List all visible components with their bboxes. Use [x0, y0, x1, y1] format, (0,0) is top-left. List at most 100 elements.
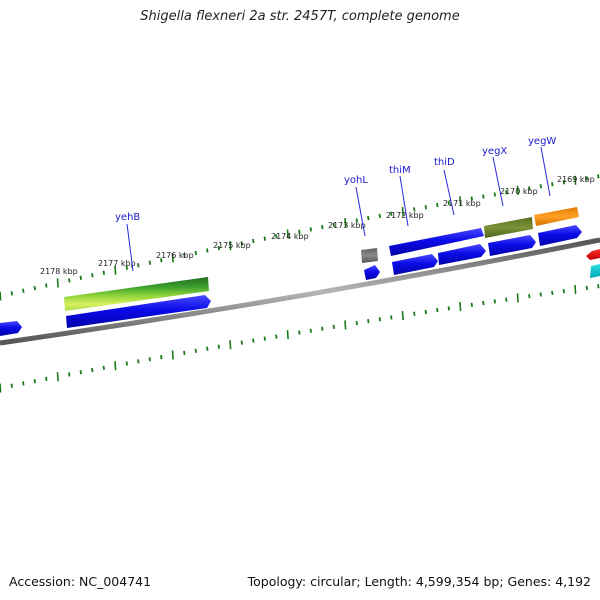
scale-label-2169: 2169 kbp [557, 175, 595, 184]
gene-label-thiD: thiD [434, 157, 455, 168]
gene-arrow-yegW[interactable] [538, 225, 582, 246]
upper-ring-major-tick [114, 265, 117, 275]
leader-yehB [126, 223, 134, 272]
lower-ring-minor-tick [206, 346, 209, 351]
upper-ring-minor-tick [125, 265, 128, 270]
upper-ring-minor-tick [413, 207, 416, 212]
lower-ring-minor-tick [148, 357, 151, 362]
lower-ring-minor-tick [378, 317, 381, 322]
scale-label-2171: 2171 kbp [443, 199, 481, 208]
gene-label-yegX: yegX [482, 146, 507, 157]
upper-ring-minor-tick [470, 196, 473, 201]
gene-arrow-cyan-edge[interactable] [590, 264, 600, 278]
scale-label-2173: 2173 kbp [328, 221, 366, 230]
upper-ring-major-tick [0, 291, 2, 301]
lower-ring-minor-tick [217, 344, 220, 349]
lower-ring-minor-tick [332, 324, 335, 329]
gene-label-yegW: yegW [528, 136, 556, 147]
lower-ring-minor-tick [493, 299, 496, 304]
scale-label-2172: 2172 kbp [386, 211, 424, 220]
lower-ring-major-tick [114, 361, 117, 371]
upper-ring-minor-tick [539, 184, 542, 189]
genome-summary-text: Topology: circular; Length: 4,599,354 bp… [247, 574, 591, 589]
lower-ring-minor-tick [367, 319, 370, 324]
gene-arrow-thiD[interactable] [438, 244, 486, 265]
lower-ring-minor-tick [436, 308, 439, 313]
gene-arrow-thiM-lower[interactable] [392, 254, 438, 275]
upper-ring-minor-tick [585, 176, 588, 181]
upper-ring-minor-tick [275, 234, 278, 239]
lower-ring-major-tick [0, 383, 2, 393]
upper-ring-minor-tick [102, 270, 105, 275]
lower-ring-minor-tick [585, 285, 588, 291]
lower-ring-major-tick [171, 350, 174, 360]
lower-ring-minor-tick [33, 379, 36, 384]
lower-ring-major-tick [286, 330, 289, 340]
lower-ring-minor-tick [413, 311, 416, 316]
lower-ring-minor-tick [252, 338, 255, 343]
lower-ring-minor-tick [125, 361, 128, 366]
upper-ring-minor-tick [263, 236, 266, 241]
feature-bar-yehB-multicolor [64, 277, 209, 311]
lower-ring-minor-tick [528, 294, 531, 299]
gene-arrow-thiM[interactable] [389, 228, 484, 256]
lower-ring-minor-tick [298, 330, 301, 335]
lower-ring-minor-tick [79, 370, 82, 375]
lower-ring-major-tick [344, 320, 347, 330]
upper-ring-major-tick [459, 196, 462, 206]
scale-label-2178: 2178 kbp [40, 267, 78, 276]
lower-ring-minor-tick [137, 359, 140, 364]
lower-ring-minor-tick [22, 381, 25, 386]
lower-ring-minor-tick [10, 383, 13, 388]
leader-thiM [399, 175, 409, 227]
lower-ring-major-tick [459, 302, 462, 312]
gene-arrow-red-edge[interactable] [586, 249, 600, 260]
lower-ring-minor-tick [263, 336, 266, 341]
upper-ring-minor-tick [206, 248, 209, 253]
upper-ring-major-tick [56, 278, 59, 288]
leader-yegX [492, 156, 504, 207]
upper-ring-minor-tick [482, 194, 485, 199]
feature-bar-yegX-olive [484, 217, 533, 238]
upper-ring-minor-tick [562, 180, 565, 185]
lower-ring-minor-tick [160, 354, 163, 360]
genome-backbone [0, 237, 600, 346]
lower-ring-minor-tick [390, 315, 393, 320]
upper-ring-minor-tick [424, 205, 427, 210]
upper-ring-minor-tick [597, 174, 600, 179]
upper-ring-minor-tick [298, 229, 301, 234]
lower-ring-major-tick [574, 284, 577, 295]
lower-ring-minor-tick [447, 306, 450, 311]
upper-ring-minor-tick [91, 273, 94, 278]
gene-arrow-yegX[interactable] [488, 235, 536, 256]
upper-ring-minor-tick [505, 190, 508, 195]
gene-arrow-left-edge[interactable] [0, 321, 22, 336]
gene-arrow-yehB[interactable] [66, 295, 211, 328]
gene-arrow-yohL[interactable] [364, 265, 380, 280]
lower-ring-minor-tick [355, 320, 358, 326]
lower-ring-minor-tick [505, 297, 508, 302]
leader-yohL [355, 186, 366, 237]
scale-label-2176: 2176 kbp [156, 251, 194, 260]
upper-ring-minor-tick [355, 218, 358, 223]
upper-ring-minor-tick [79, 275, 82, 280]
upper-ring-minor-tick [332, 222, 335, 227]
lower-ring-minor-tick [482, 300, 485, 306]
upper-ring-minor-tick [378, 213, 381, 219]
lower-ring-minor-tick [539, 292, 542, 297]
scale-label-2175: 2175 kbp [213, 241, 251, 250]
upper-ring-minor-tick [252, 238, 255, 244]
lower-ring-major-tick [229, 340, 232, 350]
upper-ring-minor-tick [321, 224, 324, 230]
upper-ring-minor-tick [493, 192, 496, 197]
upper-ring-minor-tick [33, 285, 36, 291]
upper-ring-minor-tick [148, 260, 151, 265]
lower-ring-minor-tick [91, 367, 94, 373]
upper-ring-minor-tick [217, 245, 220, 251]
upper-ring-minor-tick [551, 182, 554, 187]
map-title: Shigella flexneri 2a str. 2457T, complet… [140, 9, 460, 24]
upper-ring-minor-tick [45, 283, 48, 288]
upper-ring-minor-tick [528, 186, 531, 191]
gene-label-thiM: thiM [389, 165, 411, 176]
lower-ring-major-tick [516, 293, 519, 303]
